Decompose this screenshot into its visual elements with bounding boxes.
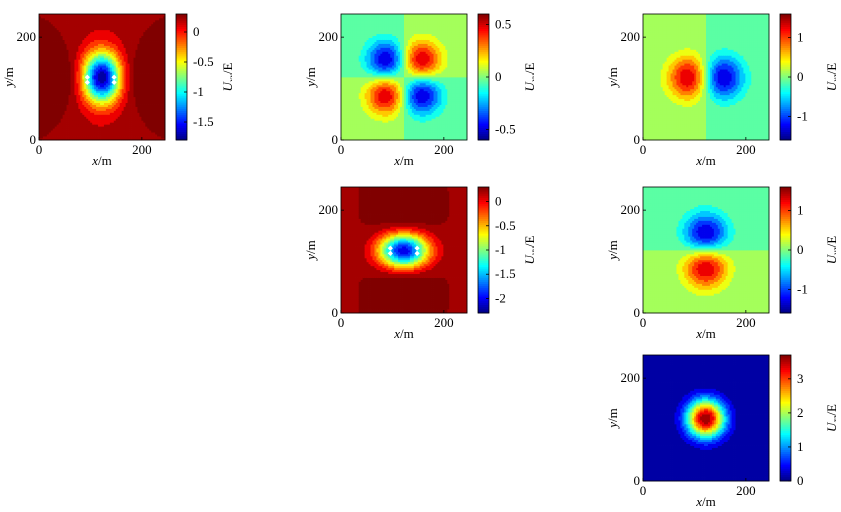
x-tick-label: 200 xyxy=(132,142,152,157)
heatmap-cells xyxy=(39,14,165,140)
y-tick-label: 200 xyxy=(17,29,37,44)
heatmap-cells xyxy=(341,14,467,140)
colorbar-label: Uxx/E xyxy=(220,62,232,91)
chart-uxx: 0 200 0 200 x/m y/m 0 -0.5 -1 -1.5 Uxx/E xyxy=(0,0,232,177)
colorbar xyxy=(176,14,187,140)
colorbar-tick-label: -0.5 xyxy=(193,54,214,69)
colorbar-tick-label: -1 xyxy=(193,84,204,99)
y-axis-label: y/m xyxy=(1,67,16,89)
colorbar-tick-label: 0 xyxy=(193,24,200,39)
x-tick-label: 0 xyxy=(36,142,43,157)
y-tick-label: 0 xyxy=(30,132,37,147)
colorbar-tick-label: -1.5 xyxy=(193,114,214,129)
x-axis-label: x/m xyxy=(91,153,112,168)
